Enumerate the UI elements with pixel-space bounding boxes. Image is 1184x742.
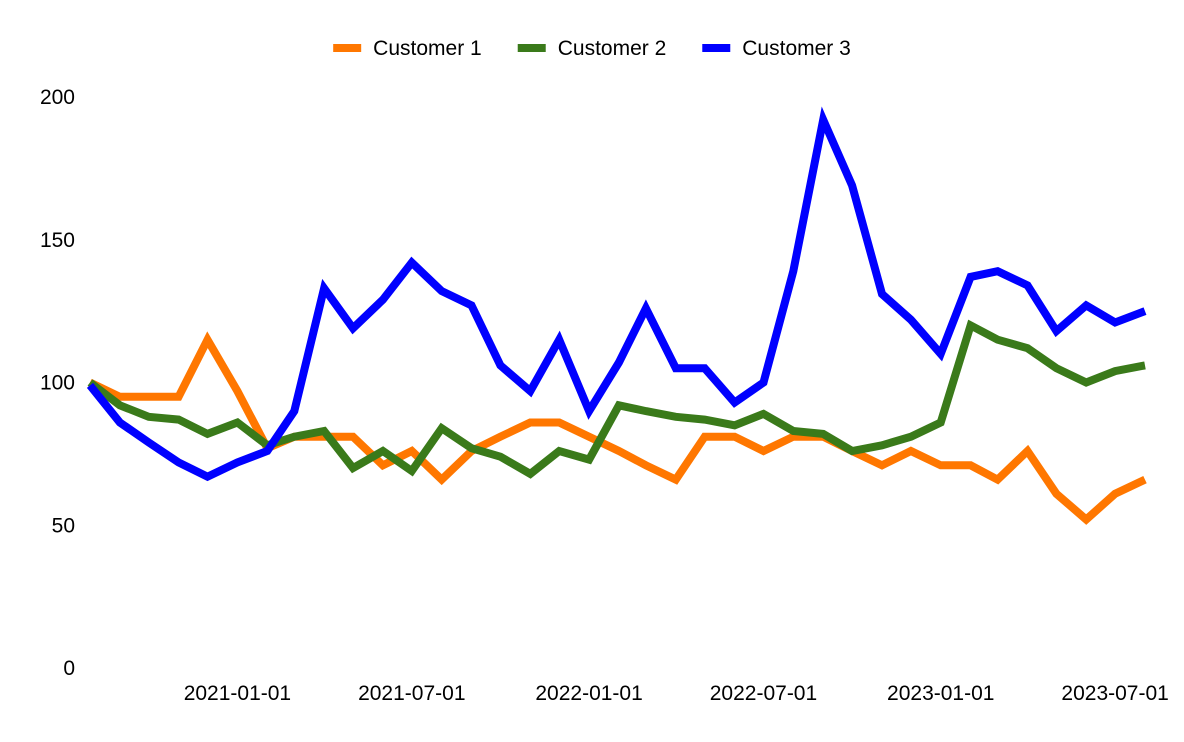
x-tick-label: 2023-01-01 (887, 682, 994, 705)
series-3 (86, 106, 1147, 482)
y-tick-label: 200 (40, 86, 75, 109)
x-tick-label: 2022-07-01 (710, 682, 817, 705)
legend: Customer 1 Customer 2 Customer 3 (333, 37, 851, 60)
x-tick-label: 2023-07-01 (1061, 682, 1168, 705)
y-tick-label: 0 (63, 657, 75, 680)
legend-item-2: Customer 2 (517, 37, 667, 60)
legend-label: Customer 3 (742, 37, 851, 60)
y-axis: 0 50 100 150 200 (40, 86, 75, 680)
plot-area (86, 106, 1147, 525)
legend-item-3: Customer 3 (702, 37, 851, 60)
legend-label: Customer 2 (558, 37, 667, 60)
y-tick-label: 150 (40, 229, 75, 252)
x-tick-label: 2021-07-01 (358, 682, 465, 705)
x-tick-label: 2022-01-01 (535, 682, 642, 705)
y-tick-label: 100 (40, 372, 75, 395)
legend-item-1: Customer 1 (333, 37, 482, 60)
y-tick-label: 50 (52, 514, 75, 537)
series-line-3 (86, 106, 1147, 482)
x-tick-label: 2021-01-01 (184, 682, 291, 705)
x-axis: 2021-01-01 2021-07-01 2022-01-01 2022-07-01… (184, 682, 1169, 705)
legend-label: Customer 1 (373, 37, 482, 60)
